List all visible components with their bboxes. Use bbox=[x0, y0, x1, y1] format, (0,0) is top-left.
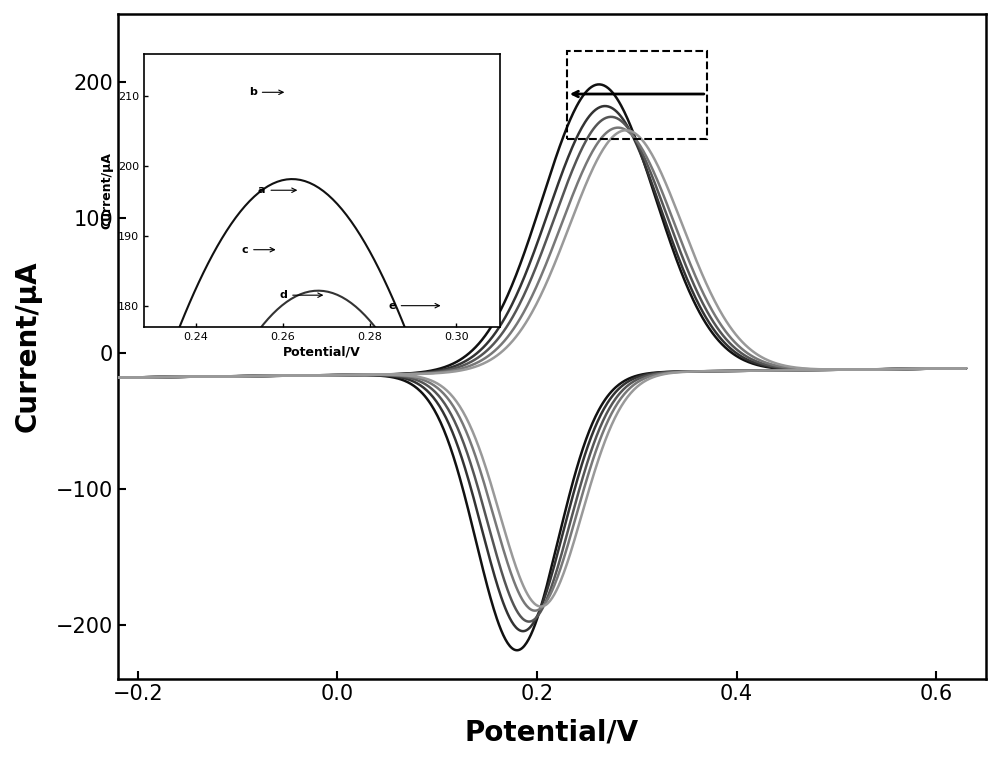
X-axis label: Potential/V: Potential/V bbox=[465, 718, 639, 746]
Y-axis label: Current/μA: Current/μA bbox=[14, 261, 42, 432]
Bar bbox=[567, 51, 707, 139]
